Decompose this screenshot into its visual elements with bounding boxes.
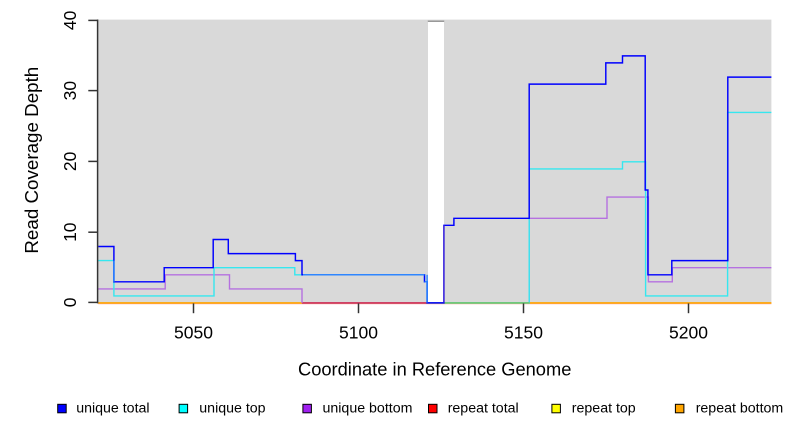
svg-text:40: 40 <box>60 10 80 30</box>
svg-text:repeat total: repeat total <box>448 400 519 416</box>
svg-text:unique top: unique top <box>199 400 265 416</box>
svg-text:Read Coverage Depth: Read Coverage Depth <box>21 67 42 254</box>
svg-text:30: 30 <box>60 81 80 101</box>
svg-text:0: 0 <box>60 297 80 307</box>
svg-text:unique total: unique total <box>76 400 149 416</box>
svg-text:5100: 5100 <box>339 322 378 342</box>
svg-text:5150: 5150 <box>504 322 543 342</box>
svg-text:20: 20 <box>60 151 80 171</box>
svg-text:10: 10 <box>60 222 80 242</box>
svg-text:Coordinate in Reference Genome: Coordinate in Reference Genome <box>298 358 571 379</box>
svg-text:repeat bottom: repeat bottom <box>696 400 784 416</box>
svg-text:unique bottom: unique bottom <box>323 400 413 416</box>
svg-text:5200: 5200 <box>669 322 708 342</box>
svg-text:repeat top: repeat top <box>572 400 636 416</box>
svg-text:5050: 5050 <box>174 322 213 342</box>
